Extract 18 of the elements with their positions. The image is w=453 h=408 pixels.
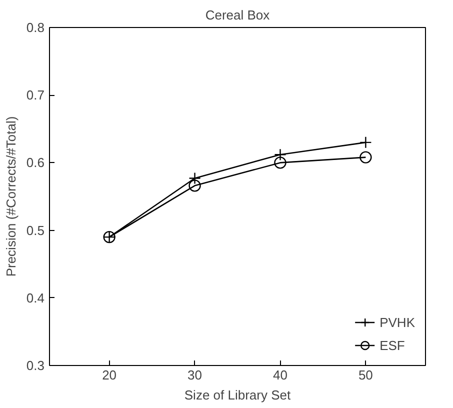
legend-label: ESF [380,338,405,352]
y-tick-label: 0.6 [26,155,45,170]
y-axis-title: Precision (#Corrects/#Total) [3,116,18,277]
y-tick-label: 0.5 [26,222,45,238]
x-axis-title: Size of Library Set [184,388,291,402]
point [188,180,201,192]
x-tick-label: 30 [188,368,202,382]
x-tick-label: 40 [272,368,288,382]
point [360,151,372,164]
chart-title: Cereal Box [205,8,270,22]
y-tick-label: 0.7 [26,88,45,103]
y-tick-label: 0.3 [26,358,45,373]
x-tick-label: 50 [358,368,373,382]
y-tick-label: 0.8 [26,20,45,35]
legend-label: PVHK [380,314,415,330]
x-tick-label: 20 [102,368,117,382]
point [274,156,286,169]
y-tick-label: 0.4 [26,290,45,306]
